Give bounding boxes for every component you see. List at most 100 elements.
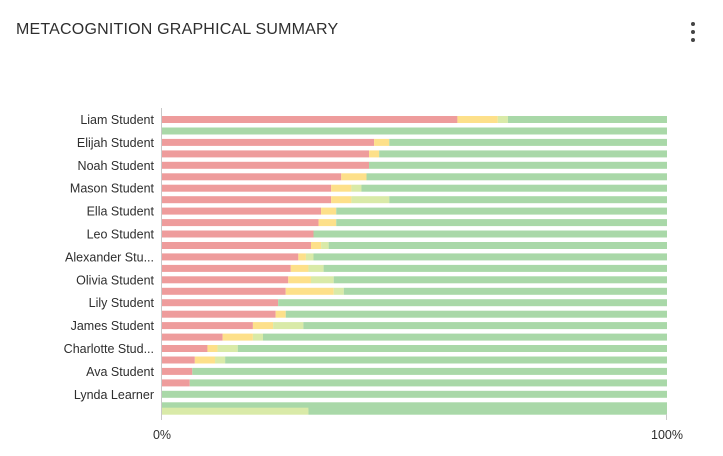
bar-segment-red[interactable] <box>162 116 458 123</box>
bar-segment-red[interactable] <box>162 196 332 204</box>
bar-segment-green[interactable] <box>389 196 667 204</box>
bar-segment-lightgreen[interactable] <box>351 184 362 192</box>
bar-segment-lightgreen[interactable] <box>308 264 324 272</box>
y-tick-label: Mason Student <box>70 182 155 196</box>
bar-segment-lightgreen[interactable] <box>273 322 304 330</box>
bar-segment-yellow[interactable] <box>331 184 352 192</box>
bar-segment-red[interactable] <box>162 253 299 261</box>
bar-segment-lightgreen[interactable] <box>333 287 344 295</box>
bar-segment-lightgreen[interactable] <box>351 196 390 204</box>
bar-segment-lightgreen[interactable] <box>252 333 263 341</box>
bar-segment-green[interactable] <box>303 322 667 330</box>
bar-segment-green[interactable] <box>336 219 668 227</box>
bar-segment-green[interactable] <box>225 356 667 364</box>
bar-segment-yellow[interactable] <box>285 287 334 295</box>
bar-segment-lightgreen[interactable] <box>321 242 329 249</box>
bar-segment-yellow[interactable] <box>331 196 352 204</box>
bar-segment-red[interactable] <box>162 207 322 215</box>
bar-segment-green[interactable] <box>366 173 667 181</box>
bar-segment-yellow[interactable] <box>207 345 218 352</box>
bar-segment-red[interactable] <box>162 345 208 352</box>
bar-segment-green[interactable] <box>162 127 667 135</box>
bar-segment-red[interactable] <box>162 173 342 181</box>
y-tick-label: Leo Student <box>87 228 155 242</box>
bar-segment-green[interactable] <box>313 230 668 238</box>
bar-segment-lightgreen[interactable] <box>497 116 508 123</box>
bar-segment-green[interactable] <box>328 242 667 249</box>
bar-segment-yellow[interactable] <box>275 310 286 318</box>
bar-segment-lightgreen[interactable] <box>310 276 334 284</box>
x-tick-label: 0% <box>153 428 171 442</box>
y-tick-label: Liam Student <box>80 113 154 127</box>
bar-segment-green[interactable] <box>285 310 667 318</box>
bar-segment-green[interactable] <box>361 184 667 192</box>
bar-segment-yellow[interactable] <box>194 356 216 364</box>
bar-segment-green[interactable] <box>189 379 667 387</box>
bar-segment-green[interactable] <box>313 253 668 261</box>
bar-segment-green[interactable] <box>192 367 668 375</box>
y-tick-label: Olivia Student <box>76 273 154 287</box>
bar-segment-red[interactable] <box>162 356 195 364</box>
bar-segment-red[interactable] <box>162 242 311 249</box>
bar-segment-yellow[interactable] <box>290 264 309 272</box>
bar-segment-red[interactable] <box>162 287 286 295</box>
bar-segment-lightgreen[interactable] <box>215 356 226 364</box>
bar-segment-green[interactable] <box>263 333 667 341</box>
bar-segment-lightgreen[interactable] <box>217 345 238 352</box>
bar-segment-yellow[interactable] <box>252 322 274 330</box>
bar-segment-red[interactable] <box>162 219 319 227</box>
bar-segment-yellow[interactable] <box>321 207 337 215</box>
y-tick-label: Alexander Stu... <box>65 250 154 264</box>
bar-segment-red[interactable] <box>162 184 332 192</box>
bar-segment-red[interactable] <box>162 310 276 318</box>
chart-title: METACOGNITION GRAPHICAL SUMMARY <box>16 21 339 38</box>
bar-segment-green[interactable] <box>323 264 667 272</box>
bar-segment-red[interactable] <box>162 161 370 169</box>
x-tick-label: 100% <box>651 428 683 442</box>
y-tick-label: James Student <box>71 319 155 333</box>
bar-segment-yellow[interactable] <box>341 173 367 181</box>
bar-segment-green[interactable] <box>336 207 667 215</box>
bar-segment-green[interactable] <box>162 402 667 410</box>
bar-segment-lightgreen[interactable] <box>162 407 309 415</box>
bar-segment-green[interactable] <box>308 407 667 415</box>
y-tick-label: Ella Student <box>87 205 155 219</box>
bar-segment-lightgreen[interactable] <box>305 253 314 261</box>
bar-segment-yellow[interactable] <box>369 150 380 158</box>
y-tick-label: Lynda Learner <box>74 388 154 402</box>
bar-segment-red[interactable] <box>162 333 223 341</box>
bar-segment-green[interactable] <box>389 138 667 146</box>
bar-segment-yellow[interactable] <box>288 276 311 284</box>
bar-segment-red[interactable] <box>162 276 289 284</box>
y-tick-label: Noah Student <box>78 159 155 173</box>
bar-segment-green[interactable] <box>278 299 667 307</box>
bar-segment-green[interactable] <box>162 390 667 398</box>
bar-segment-green[interactable] <box>369 161 667 169</box>
bar-segment-red[interactable] <box>162 264 291 272</box>
bar-segment-yellow[interactable] <box>374 138 390 146</box>
bar-segment-red[interactable] <box>162 230 314 238</box>
bar-segment-green[interactable] <box>379 150 667 158</box>
bar-segment-red[interactable] <box>162 379 190 387</box>
menu-dot <box>691 30 695 34</box>
bar-segment-red[interactable] <box>162 322 253 330</box>
bar-segment-green[interactable] <box>343 287 667 295</box>
bar-segment-green[interactable] <box>507 116 667 123</box>
bar-segment-yellow[interactable] <box>222 333 253 341</box>
y-tick-label: Lily Student <box>89 296 155 310</box>
y-tick-label: Charlotte Stud... <box>64 342 154 356</box>
bar-segment-red[interactable] <box>162 138 375 146</box>
menu-dot <box>691 22 695 26</box>
bar-segment-red[interactable] <box>162 150 370 158</box>
bar-segment-red[interactable] <box>162 367 193 375</box>
bar-segment-yellow[interactable] <box>310 242 322 249</box>
bar-segment-yellow[interactable] <box>457 116 498 123</box>
bar-segment-green[interactable] <box>333 276 667 284</box>
bar-segment-yellow[interactable] <box>298 253 306 261</box>
bar-segment-green[interactable] <box>237 345 667 352</box>
bar-segment-yellow[interactable] <box>318 219 337 227</box>
bar-segment-red[interactable] <box>162 299 279 307</box>
kebab-menu-icon[interactable] <box>684 22 702 42</box>
